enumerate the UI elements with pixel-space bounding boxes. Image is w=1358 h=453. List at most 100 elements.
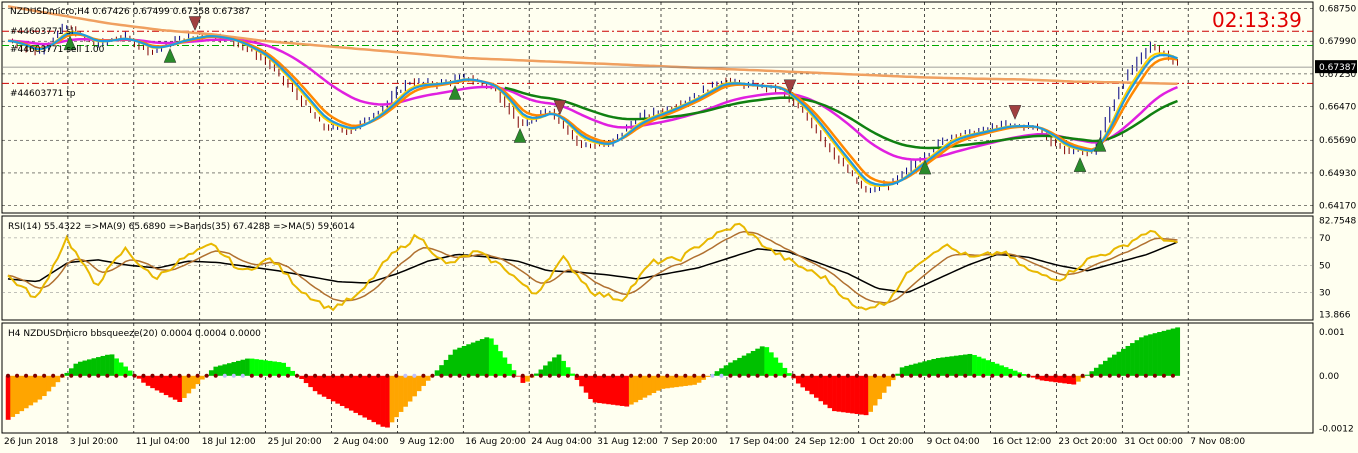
squeeze-histogram-bar xyxy=(439,365,445,376)
squeeze-histogram-bar xyxy=(610,375,616,405)
squeeze-dot xyxy=(412,373,417,378)
squeeze-dot xyxy=(1062,373,1067,378)
squeeze-histogram-bar xyxy=(177,375,183,402)
squeeze-dot xyxy=(909,373,914,378)
squeeze-histogram-bar xyxy=(452,349,458,376)
price-axis-label: 0.67230 xyxy=(1319,70,1356,80)
squeeze-histogram-bar xyxy=(972,355,977,376)
squeeze-dot xyxy=(177,373,182,378)
squeeze-dot xyxy=(403,373,408,378)
squeeze-dot xyxy=(258,373,263,378)
squeeze-axis-label: 0.001 xyxy=(1319,328,1345,338)
squeeze-dot xyxy=(87,373,92,378)
squeeze-dot xyxy=(276,373,281,378)
squeeze-dot xyxy=(918,373,923,378)
squeeze-histogram-bar xyxy=(543,365,548,376)
squeeze-dot xyxy=(132,373,137,378)
squeeze-dot xyxy=(963,373,968,378)
squeeze-histogram-bar xyxy=(28,375,34,406)
squeeze-histogram-bar xyxy=(963,354,968,376)
squeeze-dot xyxy=(105,373,110,378)
squeeze-histogram-bar xyxy=(1093,367,1099,376)
buy-arrow-icon xyxy=(918,159,932,175)
squeeze-dot xyxy=(204,373,209,378)
squeeze-dot xyxy=(1044,373,1049,378)
squeeze-histogram-bar xyxy=(818,375,824,402)
squeeze-dot xyxy=(502,373,507,378)
squeeze-histogram-bar xyxy=(841,375,846,413)
squeeze-dot xyxy=(683,373,688,378)
squeeze-histogram-bar xyxy=(886,375,892,387)
squeeze-histogram-bar xyxy=(19,375,25,412)
squeeze-histogram-bar xyxy=(376,375,381,425)
squeeze-histogram-bar xyxy=(172,375,178,400)
squeeze-dot xyxy=(213,373,218,378)
squeeze-dot xyxy=(1008,373,1013,378)
current-price-label: 0.67387 xyxy=(1319,63,1356,73)
squeeze-dot xyxy=(42,373,47,378)
squeeze-histogram-bar xyxy=(877,375,883,400)
squeeze-histogram-bar xyxy=(181,375,187,398)
squeeze-dot xyxy=(755,373,760,378)
squeeze-histogram-bar xyxy=(520,375,526,383)
squeeze-dot xyxy=(1035,373,1040,378)
current-price-box xyxy=(1315,60,1357,74)
squeeze-histogram-bar xyxy=(990,361,995,376)
squeeze-histogram-bar xyxy=(245,358,250,376)
squeeze-histogram-bar xyxy=(737,357,743,376)
squeeze-dot xyxy=(602,373,607,378)
squeeze-histogram-bar xyxy=(795,375,801,384)
order-label-sell: #44603771 sell 1.00 xyxy=(10,45,105,55)
squeeze-histogram-bar xyxy=(87,359,92,376)
squeeze-dot xyxy=(484,373,489,378)
squeeze-dot xyxy=(972,373,977,378)
squeeze-dot xyxy=(331,373,336,378)
squeeze-histogram-bar xyxy=(1143,335,1149,376)
squeeze-histogram-bar xyxy=(263,360,268,376)
squeeze-histogram-bar xyxy=(525,375,530,382)
squeeze-dot xyxy=(1053,373,1058,378)
squeeze-histogram-bar xyxy=(506,363,512,376)
squeeze-dot xyxy=(448,373,453,378)
squeeze-dot xyxy=(430,373,435,378)
squeeze-histogram-bar xyxy=(701,375,706,380)
squeeze-histogram-bar xyxy=(226,363,232,376)
squeeze-histogram-bar xyxy=(782,367,788,376)
squeeze-dot xyxy=(159,373,164,378)
squeeze-histogram-bar xyxy=(217,365,223,376)
squeeze-dot xyxy=(954,373,959,378)
ma-trend-line xyxy=(504,86,1178,150)
squeeze-dot xyxy=(863,373,868,378)
squeeze-histogram-bar xyxy=(330,375,336,402)
price-axis-label: 0.67990 xyxy=(1319,37,1356,47)
squeeze-dot xyxy=(33,373,38,378)
squeeze-dot xyxy=(583,373,588,378)
squeeze-histogram-bar xyxy=(764,347,770,376)
squeeze-dot xyxy=(629,373,634,378)
squeeze-dot xyxy=(186,373,191,378)
squeeze-histogram-bar xyxy=(5,375,11,420)
squeeze-histogram-bar xyxy=(683,375,688,386)
order-label-tp: #44603771 tp xyxy=(10,89,76,99)
squeeze-histogram-bar xyxy=(890,375,896,381)
squeeze-histogram-bar xyxy=(859,375,864,415)
ma-mid-line xyxy=(7,37,1178,161)
squeeze-histogram-bar xyxy=(1012,370,1018,376)
squeeze-histogram-bar xyxy=(732,360,738,376)
squeeze-dot xyxy=(222,373,227,378)
squeeze-histogram-bar xyxy=(299,375,305,380)
buy-arrow-icon xyxy=(513,127,527,143)
squeeze-histogram-bar xyxy=(127,370,133,376)
squeeze-dot xyxy=(593,373,597,378)
squeeze-dot xyxy=(854,373,859,378)
squeeze-dot xyxy=(1089,373,1094,378)
squeeze-histogram-bar xyxy=(895,373,901,376)
squeeze-histogram-bar xyxy=(832,375,837,412)
rsi-bands-line xyxy=(7,241,1178,294)
squeeze-histogram-bar xyxy=(502,357,508,376)
squeeze-histogram-bar xyxy=(692,375,697,385)
squeeze-histogram-bar xyxy=(339,375,345,406)
squeeze-dot xyxy=(15,373,20,378)
